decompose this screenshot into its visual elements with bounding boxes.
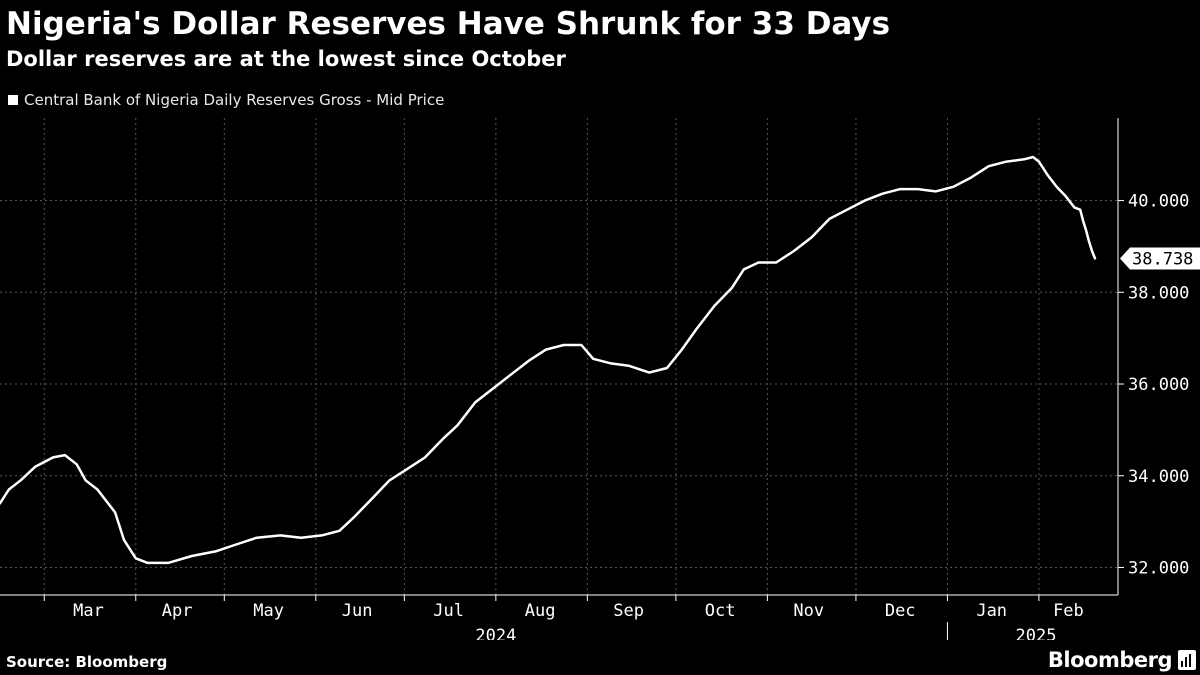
last-value-label: 38.738 [1132,249,1193,269]
source-note: Source: Bloomberg [6,653,168,671]
bloomberg-brand: Bloomberg [1048,646,1196,674]
series-line [0,155,1097,565]
x-tick-label: Oct [705,601,736,621]
x-tick-label: Jul [433,601,464,621]
bloomberg-terminal-icon [1178,650,1196,670]
legend-swatch [8,95,18,105]
chart-title: Nigeria's Dollar Reserves Have Shrunk fo… [6,6,891,42]
x-tick-label: Aug [525,601,556,621]
bloomberg-logo-text: Bloomberg [1047,648,1173,672]
chart-legend: Central Bank of Nigeria Daily Reserves G… [8,90,444,110]
y-tick-label: 40.000 [1128,192,1189,212]
y-tick-label: 38.000 [1128,283,1189,303]
x-tick-label: Jun [342,601,373,621]
legend-label: Central Bank of Nigeria Daily Reserves G… [24,91,445,109]
y-tick-label: 32.000 [1128,558,1189,578]
year-label: 2025 [1015,626,1056,640]
x-tick-label: Dec [885,601,916,621]
x-tick-label: Feb [1053,601,1084,621]
y-tick-label: 36.000 [1128,375,1189,395]
year-label: 2024 [475,626,516,640]
x-tick-label: Apr [162,601,193,621]
x-tick-label: Jan [976,601,1007,621]
y-tick-label: 34.000 [1128,467,1189,487]
chart-subtitle: Dollar reserves are at the lowest since … [6,47,566,71]
last-value-callout [1120,247,1200,270]
x-tick-label: Nov [793,601,824,621]
x-tick-label: Mar [73,601,104,621]
x-tick-label: Sep [613,601,644,621]
x-tick-label: May [253,601,284,621]
line-chart: 32.000 34.000 36.000 38.000 40.000 Mar Apr May J… [0,118,1200,640]
